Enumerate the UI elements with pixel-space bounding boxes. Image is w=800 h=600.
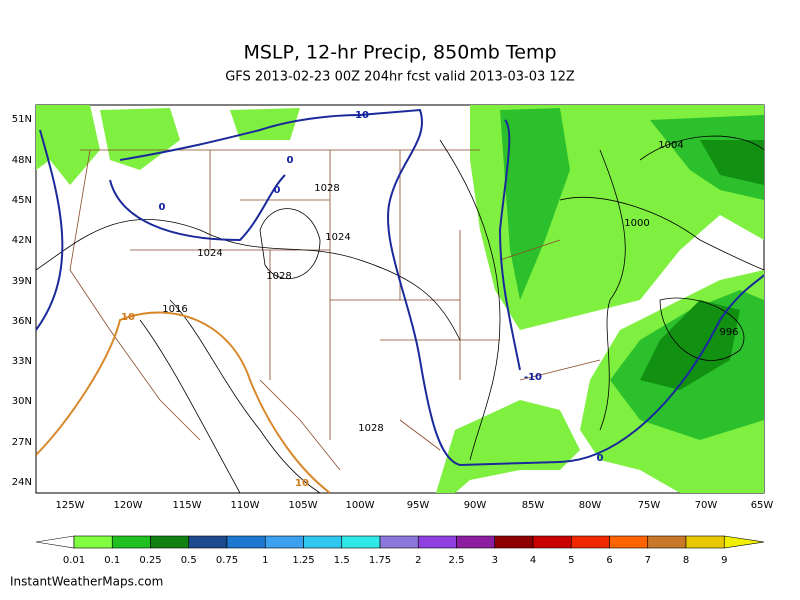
- lon-label: 75W: [638, 500, 661, 511]
- lat-label: 42N: [12, 235, 32, 246]
- pressure-label: 1028: [266, 271, 291, 282]
- colorbar-swatch: [188, 535, 228, 549]
- longitude-labels: 125W 120W 115W 110W 105W 100W 95W 90W 85…: [56, 500, 774, 511]
- colorbar-label: 0.1: [104, 555, 120, 566]
- isotherm-label: 0: [597, 453, 604, 464]
- pressure-label: 1016: [162, 304, 187, 315]
- isotherm-label: 10: [121, 312, 135, 323]
- lon-label: 110W: [231, 500, 260, 511]
- lat-label: 30N: [12, 396, 32, 407]
- lon-label: 65W: [751, 500, 774, 511]
- lon-label: 105W: [289, 500, 318, 511]
- colorbar-label: 1.25: [292, 555, 314, 566]
- colorbar-label: 4: [530, 555, 536, 566]
- lon-label: 85W: [522, 500, 545, 511]
- colorbar-label: 8: [683, 555, 689, 566]
- colorbar-label: 5: [568, 555, 574, 566]
- footer-credit: InstantWeatherMaps.com: [10, 575, 163, 589]
- colorbar-label: 6: [606, 555, 612, 566]
- colorbar-label: 1.5: [334, 555, 350, 566]
- colorbar-label: 9: [721, 555, 727, 566]
- colorbar-swatch: [685, 535, 725, 549]
- colorbar-swatch: [341, 535, 381, 549]
- colorbar-swatch: [647, 535, 687, 549]
- colorbar-arrow: [723, 535, 765, 549]
- pressure-label: 1024: [197, 248, 222, 259]
- colorbar-swatch: [570, 535, 610, 549]
- lat-label: 51N: [12, 114, 32, 125]
- lon-label: 100W: [346, 500, 375, 511]
- colorbar-swatch: [73, 535, 113, 549]
- colorbar-label: 2: [415, 555, 421, 566]
- colorbar-swatch: [494, 535, 534, 549]
- colorbar-swatch: [226, 535, 266, 549]
- isotherm-label: -10: [351, 110, 369, 121]
- precip-colorbar: 0.01 0.1 0.25 0.5 0.75 1 1.25 1.5 1.75 2 2.5 3 4 5 6 7 8…: [35, 535, 765, 566]
- colorbar-swatch: [609, 535, 649, 549]
- isotherm-label: 0: [287, 155, 294, 166]
- lat-label: 24N: [12, 477, 32, 488]
- lat-label: 36N: [12, 316, 32, 327]
- lat-label: 33N: [12, 356, 32, 367]
- colorbar-label: 1.75: [369, 555, 391, 566]
- pressure-label: 1000: [624, 218, 649, 229]
- lon-label: 95W: [407, 500, 430, 511]
- contour-labels: -10 0 0 0 1028 1024 1024 1028 1016 10 -1…: [121, 110, 739, 489]
- colorbar-label: 0.75: [216, 555, 238, 566]
- pressure-label: 1024: [325, 232, 350, 243]
- lon-label: 80W: [579, 500, 602, 511]
- isotherm-label: 0: [274, 185, 281, 196]
- lon-label: 115W: [173, 500, 202, 511]
- lon-label: 120W: [114, 500, 143, 511]
- colorbar-swatch: [456, 535, 496, 549]
- pressure-label: 996: [719, 327, 738, 338]
- colorbar-swatch: [379, 535, 419, 549]
- colorbar-label: 7: [645, 555, 651, 566]
- isotherm-label: -10: [524, 372, 542, 383]
- colorbar-swatch: [264, 535, 304, 549]
- colorbar-label: 0.01: [63, 555, 85, 566]
- latitude-labels: 51N 48N 45N 42N 39N 36N 33N 30N 27N 24N: [12, 114, 32, 488]
- lon-label: 90W: [464, 500, 487, 511]
- colorbar-swatch: [150, 535, 190, 549]
- colorbar-label: 1: [262, 555, 268, 566]
- lon-label: 70W: [695, 500, 718, 511]
- isotherm-label: 10: [295, 478, 309, 489]
- lat-label: 39N: [12, 276, 32, 287]
- lat-label: 45N: [12, 195, 32, 206]
- lat-label: 27N: [12, 437, 32, 448]
- map-title: MSLP, 12-hr Precip, 850mb Temp: [243, 42, 556, 64]
- lon-label: 125W: [56, 500, 85, 511]
- pressure-label: 1004: [658, 140, 683, 151]
- lat-label: 48N: [12, 155, 32, 166]
- colorbar-swatch: [417, 535, 457, 549]
- colorbar-swatch: [111, 535, 151, 549]
- colorbar-arrow: [35, 535, 75, 549]
- colorbar-swatch: [532, 535, 572, 549]
- colorbar-label: 3: [492, 555, 498, 566]
- colorbar-label: 0.25: [139, 555, 161, 566]
- colorbar-swatch: [303, 535, 343, 549]
- colorbar-label: 2.5: [449, 555, 465, 566]
- isotherm-label: 0: [159, 202, 166, 213]
- pressure-label: 1028: [314, 183, 339, 194]
- map-subtitle: GFS 2013-02-23 00Z 204hr fcst valid 2013…: [225, 70, 575, 85]
- pressure-label: 1028: [358, 423, 383, 434]
- map-area: [35, 104, 765, 494]
- colorbar-label: 0.5: [181, 555, 197, 566]
